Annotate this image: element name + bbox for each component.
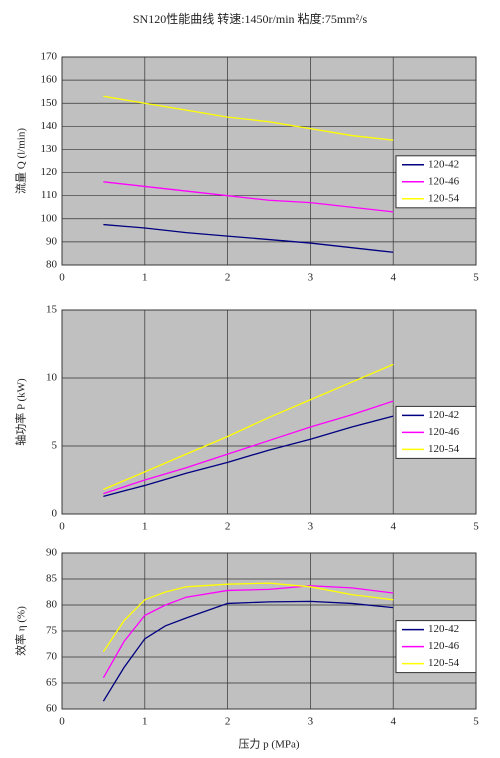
x-axis-label: 压力 p (MPa) [238,738,299,751]
data-line [103,95,394,141]
x-tick-label: 5 [473,272,479,284]
data-line [103,400,394,495]
y-tick-label: 60 [46,703,58,715]
data-line [103,415,394,497]
x-tick-label: 0 [59,521,65,533]
x-tick-label: 4 [390,716,396,728]
y-axis-label: 流量 Q (l/min) [14,128,28,194]
data-line [102,585,394,679]
legend-label: 120-54 [428,657,460,669]
y-tick-label: 15 [46,304,58,316]
data-line [103,181,394,213]
x-tick-label: 3 [308,716,314,728]
figure-title: SN120性能曲线 转速:1450r/min 粘度:75mm²/s [133,11,368,26]
data-line [103,223,394,253]
y-tick-label: 90 [46,547,58,559]
y-axis-label: 效率 η (%) [14,606,28,656]
x-tick-label: 1 [142,716,148,728]
x-tick-label: 2 [225,716,231,728]
data-line [102,600,394,702]
y-tick-label: 65 [46,677,58,689]
y-tick-label: 70 [46,651,58,663]
legend-label: 120-54 [428,443,460,455]
y-tick-label: 5 [52,440,58,452]
data-line [102,582,394,653]
y-tick-label: 130 [41,143,58,155]
y-tick-label: 10 [46,372,58,384]
legend-label: 120-46 [428,640,460,652]
x-tick-label: 5 [473,521,479,533]
y-tick-label: 0 [52,508,58,520]
x-tick-label: 1 [142,521,148,533]
x-tick-label: 4 [390,272,396,284]
y-tick-label: 120 [41,166,58,178]
y-tick-label: 80 [46,259,58,271]
y-tick-label: 140 [41,120,58,132]
y-tick-label: 100 [41,212,58,224]
legend-label: 120-54 [428,192,460,204]
y-tick-label: 85 [46,573,58,585]
x-tick-label: 3 [308,272,314,284]
legend-label: 120-46 [428,426,460,438]
x-tick-label: 4 [390,521,396,533]
y-tick-label: 160 [41,74,58,86]
x-tick-label: 2 [225,272,231,284]
x-tick-label: 2 [225,521,231,533]
y-tick-label: 75 [46,625,58,637]
legend-label: 120-42 [428,158,459,170]
y-tick-label: 150 [41,97,58,109]
y-tick-label: 90 [46,235,58,247]
legend-label: 120-46 [428,175,460,187]
x-tick-label: 0 [59,716,65,728]
y-axis-label: 轴功率 P (kW) [14,378,28,446]
data-line [103,363,394,491]
y-tick-label: 170 [41,51,58,63]
x-tick-label: 3 [308,521,314,533]
x-tick-label: 0 [59,272,65,284]
legend-label: 120-42 [428,409,459,421]
x-tick-label: 1 [142,272,148,284]
x-tick-label: 5 [473,716,479,728]
y-tick-label: 80 [46,599,58,611]
y-tick-label: 110 [41,189,58,201]
legend-label: 120-42 [428,623,459,635]
